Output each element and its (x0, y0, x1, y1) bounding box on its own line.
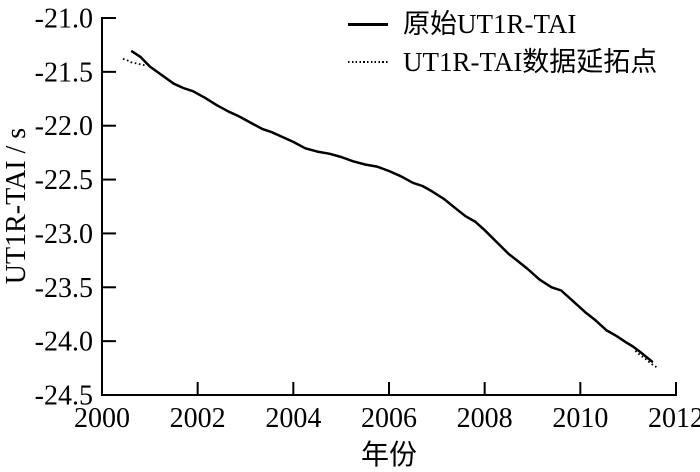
y-tick-label: -22.5 (35, 165, 93, 196)
y-tick-label: -21.5 (35, 57, 93, 88)
y-tick-label: -22.0 (35, 111, 93, 142)
x-tick-label: 2002 (170, 403, 226, 434)
legend: 原始UT1R-TAI UT1R-TAI数据延拓点 (346, 5, 657, 81)
x-tick-label: 2004 (265, 403, 321, 434)
series-extension-line (634, 350, 659, 369)
y-tick-label: -24.5 (35, 381, 93, 412)
x-tick-label: 2006 (361, 403, 417, 434)
y-tick-label: -23.0 (35, 219, 93, 250)
dotted-line-icon (348, 61, 388, 63)
solid-line-icon (348, 22, 388, 26)
legend-item-extension: UT1R-TAI数据延拓点 (346, 43, 657, 81)
legend-label-extension: UT1R-TAI数据延拓点 (403, 46, 658, 77)
y-axis-title: UT1R-TAI / s (1, 127, 32, 285)
x-tick-label: 2012 (648, 403, 700, 434)
legend-item-original: 原始UT1R-TAI (346, 5, 657, 43)
y-tick-label: -24.0 (35, 327, 93, 358)
x-tick-label: 2010 (552, 403, 608, 434)
y-tick-label: -23.5 (35, 273, 93, 304)
legend-label-original: 原始UT1R-TAI (403, 8, 577, 39)
x-axis-title: 年份 (360, 440, 418, 471)
x-tick-label: 2000 (74, 403, 130, 434)
series-original-line (130, 50, 654, 363)
y-tick-label: -21.0 (35, 4, 93, 35)
x-tick-label: 2008 (457, 403, 513, 434)
